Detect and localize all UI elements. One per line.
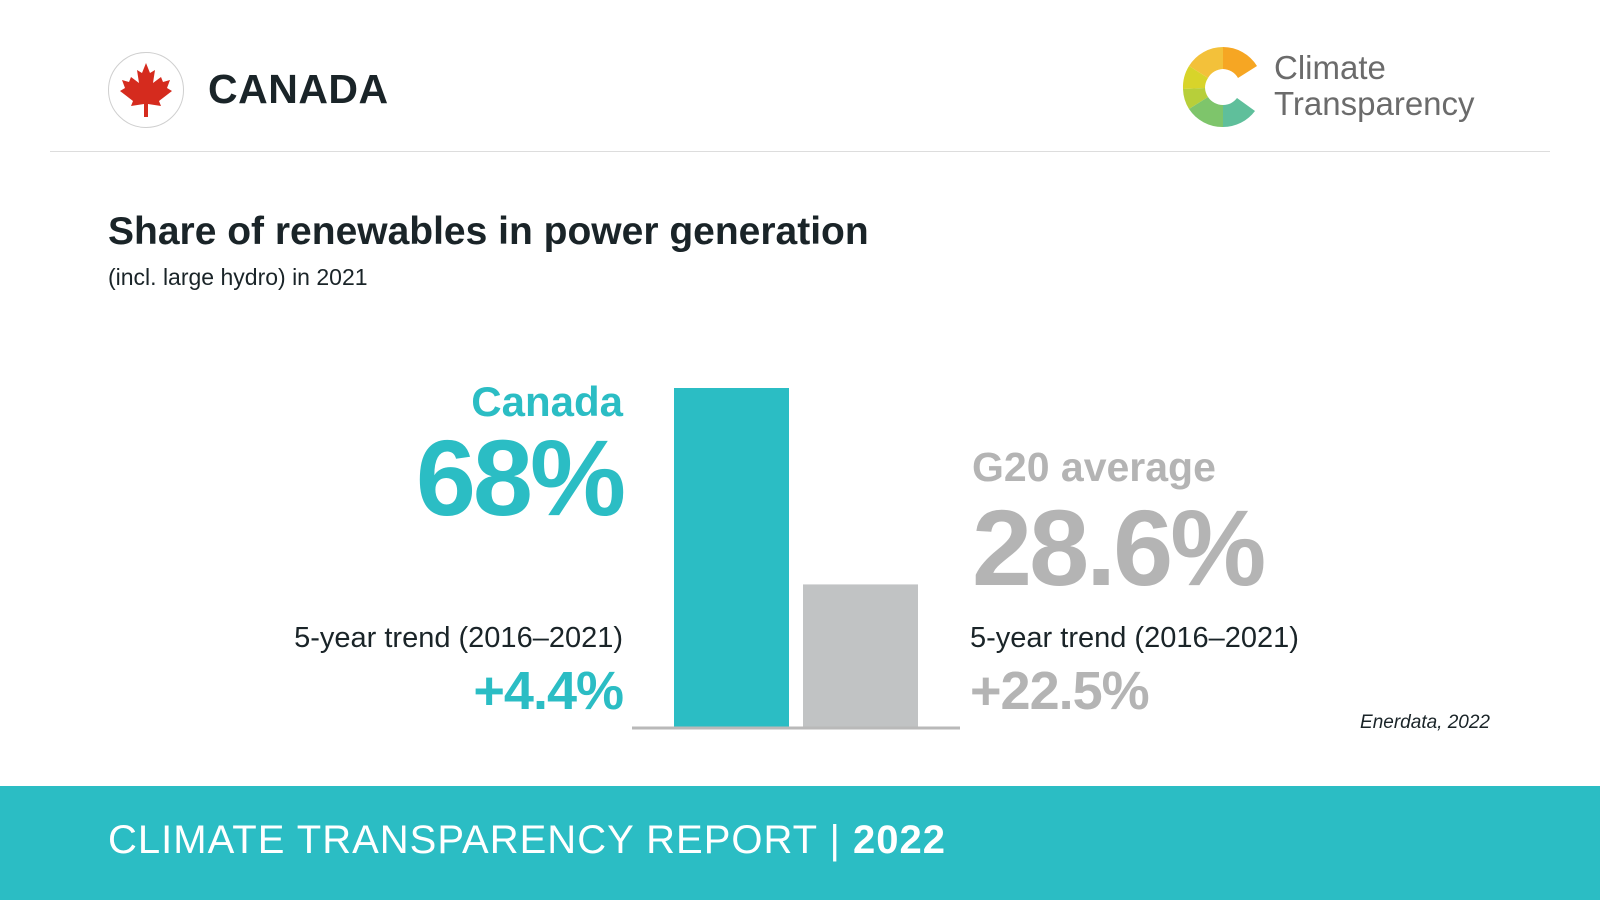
chart-title: Share of renewables in power generation <box>108 210 869 253</box>
footer-banner <box>0 786 1600 900</box>
g20-value: 28.6% <box>972 487 1266 608</box>
bar-g20-average <box>803 584 918 727</box>
canada-trend-label: 5-year trend (2016–2021) <box>294 622 623 654</box>
bar-chart <box>632 388 960 730</box>
g20-label: G20 average <box>972 444 1216 490</box>
canada-flag-icon <box>108 52 184 128</box>
canada-trend-value: +4.4% <box>473 661 624 721</box>
brand-name-line1: Climate <box>1274 49 1386 86</box>
header-divider <box>50 151 1550 152</box>
brand-name-line2: Transparency <box>1274 85 1475 122</box>
g20-trend-value: +22.5% <box>970 661 1150 721</box>
footer-report-label: CLIMATE TRANSPARENCY REPORT | <box>108 818 853 862</box>
canada-label: Canada <box>471 378 623 425</box>
source-note: Enerdata, 2022 <box>1360 712 1490 733</box>
g20-trend-label: 5-year trend (2016–2021) <box>970 622 1299 654</box>
canada-value: 68% <box>415 417 626 538</box>
footer-year: 2022 <box>853 818 946 862</box>
chart-subtitle: (incl. large hydro) in 2021 <box>108 264 368 290</box>
footer-title: CLIMATE TRANSPARENCY REPORT | 2022 <box>108 818 946 863</box>
country-name: CANADA <box>208 66 389 112</box>
maple-leaf-icon <box>120 63 172 117</box>
climate-transparency-logo-icon <box>1178 42 1268 132</box>
bar-canada <box>674 388 789 727</box>
